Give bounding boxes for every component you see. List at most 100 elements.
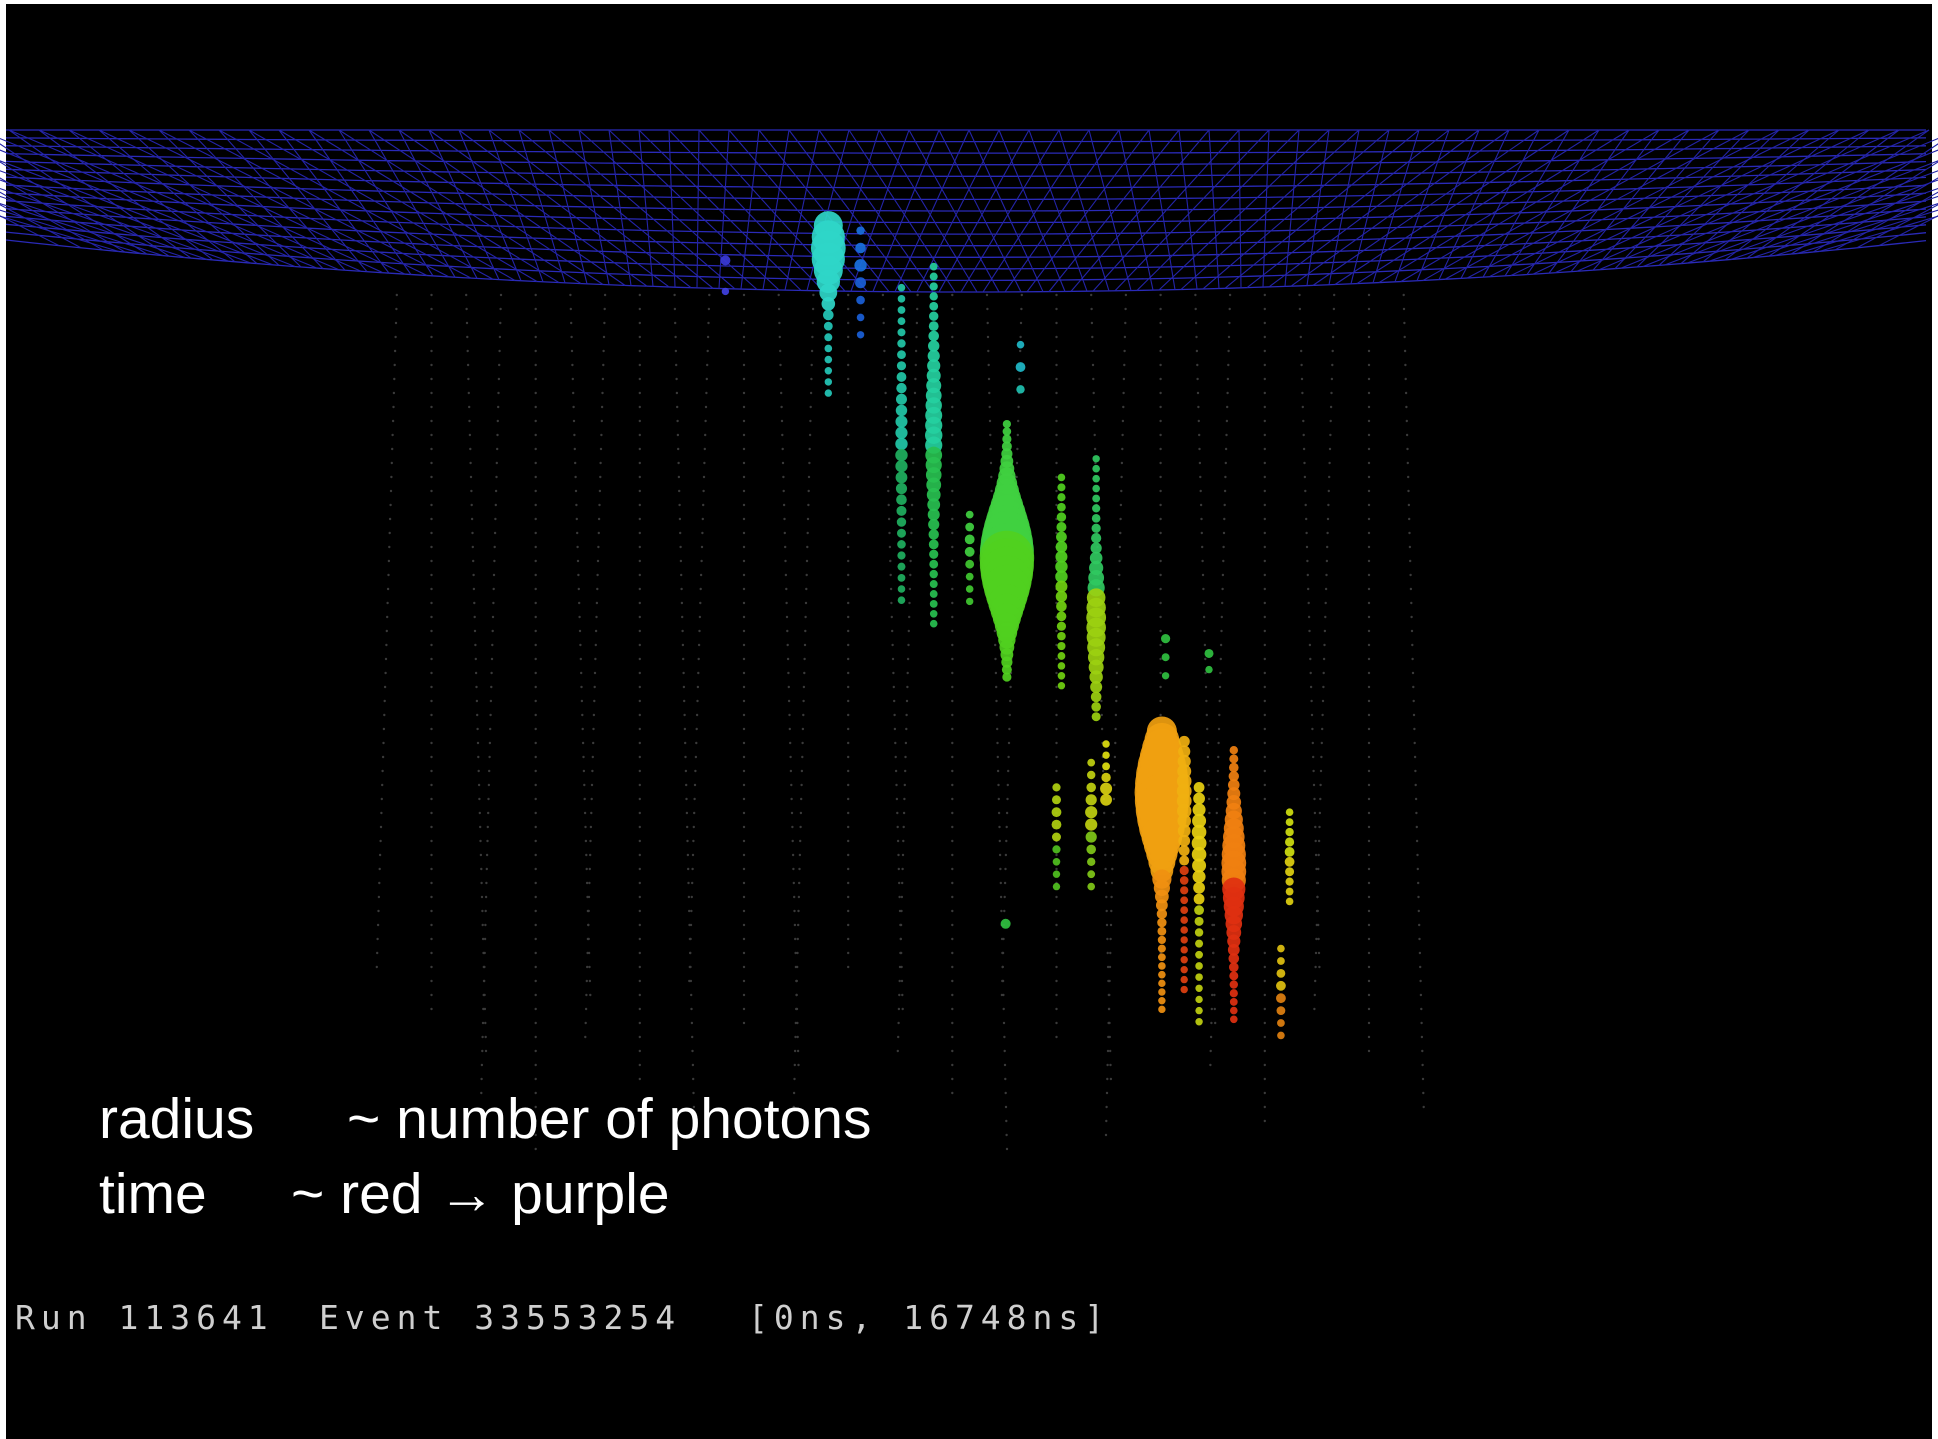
string-dom [743, 308, 745, 310]
string-dom [1055, 350, 1057, 352]
string-dom [476, 700, 478, 702]
string-dom [1119, 532, 1121, 534]
string-dom [580, 686, 582, 688]
string-dom [1368, 490, 1370, 492]
hit [1179, 856, 1189, 866]
string-dom [587, 924, 589, 926]
string-dom [743, 896, 745, 898]
string-dom [479, 826, 481, 828]
string-dom [1210, 1050, 1212, 1052]
string-dom [639, 1022, 641, 1024]
string-dom [847, 504, 849, 506]
hit [1092, 504, 1100, 512]
string-dom [604, 294, 606, 296]
string-dom [743, 1022, 745, 1024]
string-dom [602, 364, 604, 366]
string-dom [989, 420, 991, 422]
string-dom [493, 560, 495, 562]
string-dom [1213, 924, 1215, 926]
string-dom [901, 882, 903, 884]
string-dom [988, 378, 990, 380]
string-dom [1112, 840, 1114, 842]
hit [1092, 495, 1100, 503]
string-dom [1211, 994, 1213, 996]
string-dom [847, 868, 849, 870]
string-dom [1211, 910, 1213, 912]
hit [825, 367, 832, 374]
string-dom [1419, 952, 1421, 954]
string-dom [1368, 728, 1370, 730]
string-dom [394, 350, 396, 352]
string-dom [1264, 1120, 1266, 1122]
hit [1056, 532, 1067, 543]
string-dom [488, 756, 490, 758]
string-dom [1004, 896, 1006, 898]
string-dom [812, 322, 814, 324]
string-dom [589, 854, 591, 856]
string-dom [535, 378, 537, 380]
string-dom [1055, 294, 1057, 296]
hit [1086, 845, 1096, 855]
string-dom [1264, 882, 1266, 884]
string-dom [797, 1036, 799, 1038]
string-dom [897, 1022, 899, 1024]
string-dom [951, 910, 953, 912]
string-dom [1005, 1120, 1007, 1122]
string-dom [1116, 672, 1118, 674]
string-dom [481, 896, 483, 898]
string-dom [701, 532, 703, 534]
string-dom [847, 448, 849, 450]
string-dom [430, 462, 432, 464]
string-dom [1115, 714, 1117, 716]
hit [965, 560, 974, 569]
string-dom [492, 630, 494, 632]
string-dom [1414, 770, 1416, 772]
hit [929, 312, 938, 321]
string-dom [890, 574, 892, 576]
string-dom [1003, 910, 1005, 912]
string-dom [430, 742, 432, 744]
string-dom [1203, 602, 1205, 604]
string-dom [484, 924, 486, 926]
string-dom [430, 1008, 432, 1010]
string-dom [1159, 630, 1161, 632]
event-number: Event 33553254 [319, 1298, 681, 1337]
string-dom [704, 448, 706, 450]
string-dom [686, 812, 688, 814]
string-dom [1309, 658, 1311, 660]
string-dom [1368, 896, 1370, 898]
string-dom [847, 966, 849, 968]
string-dom [951, 1036, 953, 1038]
string-dom [639, 462, 641, 464]
string-dom [1333, 308, 1335, 310]
string-dom [1368, 504, 1370, 506]
hit [1180, 906, 1188, 914]
string-dom [592, 756, 594, 758]
string-dom [1055, 868, 1057, 870]
string-dom [1305, 504, 1307, 506]
string-dom [1055, 434, 1057, 436]
string-dom [675, 364, 677, 366]
string-dom [1418, 938, 1420, 940]
string-dom [951, 1064, 953, 1066]
string-dom [1110, 924, 1112, 926]
string-dom [805, 602, 807, 604]
string-dom [1227, 378, 1229, 380]
string-dom [1314, 966, 1316, 968]
hit [897, 328, 905, 336]
string-dom [692, 840, 694, 842]
string-dom [743, 546, 745, 548]
string-dom [382, 742, 384, 744]
string-dom [951, 700, 953, 702]
string-dom [1264, 658, 1266, 660]
string-dom [591, 770, 593, 772]
string-dom [430, 826, 432, 828]
string-dom [779, 350, 781, 352]
string-dom [892, 658, 894, 660]
string-dom [1122, 420, 1124, 422]
string-dom [570, 322, 572, 324]
string-dom [1055, 1022, 1057, 1024]
string-dom [1311, 714, 1313, 716]
string-dom [1055, 700, 1057, 702]
string-dom [1110, 896, 1112, 898]
